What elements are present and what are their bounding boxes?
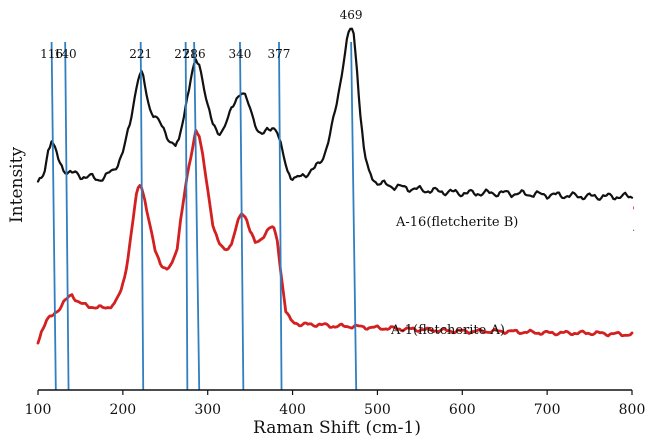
peak-line-340: [239, 41, 245, 391]
edge-mark-top: ': [632, 206, 635, 217]
series-label-a1: A-1(fletcherite A): [390, 323, 505, 338]
series-layer: [36, 27, 634, 345]
x-tick-label-100: 100: [25, 402, 52, 418]
x-tick-label-200: 200: [109, 402, 136, 418]
peak-label-286: 286: [183, 47, 206, 61]
peak-line-221: [139, 41, 145, 391]
peak-line-286: [193, 41, 201, 391]
peak-label-140: 140: [54, 47, 77, 61]
series-line-2: [36, 128, 634, 345]
peak-label-221: 221: [129, 47, 152, 61]
peak-line-140: [64, 41, 70, 391]
x-tick-label-700: 700: [534, 402, 561, 418]
peak-label-469: 469: [340, 8, 363, 22]
peak-label-271: 271: [174, 47, 197, 61]
peak-line-377: [278, 41, 283, 391]
series-label-a16: A-16(fletcherite B): [395, 215, 518, 230]
x-tick-label-500: 500: [364, 402, 391, 418]
y-axis-title: Intensity: [7, 147, 27, 223]
x-tick-label-300: 300: [194, 402, 221, 418]
peak-label-377: 377: [268, 47, 291, 61]
peak-line-271: [184, 41, 189, 391]
x-axis-title: Raman Shift (cm-1): [253, 418, 421, 438]
peak-line-116: [50, 41, 57, 391]
peak-label-116: 116: [40, 47, 63, 61]
x-tick-label-600: 600: [449, 402, 476, 418]
series-line-1: [36, 27, 634, 201]
x-tick-label-400: 400: [279, 402, 306, 418]
axis-layer: 100 200 300 400 500 600 700 800: [25, 389, 646, 418]
peak-label-340: 340: [229, 47, 252, 61]
x-tick-label-800: 800: [619, 402, 646, 418]
peak-line-469: [350, 41, 358, 391]
edge-mark-bottom: .: [632, 223, 635, 234]
